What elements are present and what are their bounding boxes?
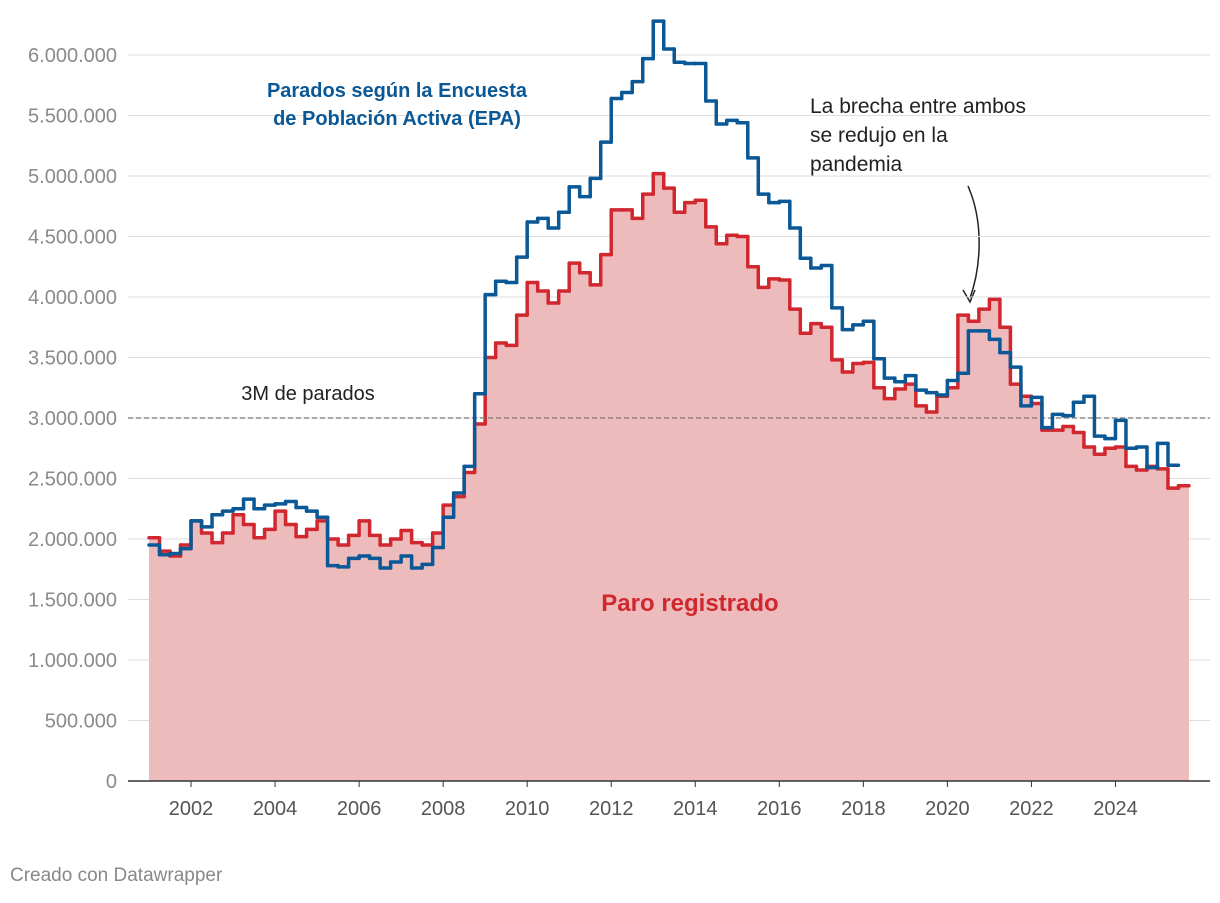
x-tick-label: 2012 [589, 798, 634, 820]
x-tick-label: 2008 [421, 798, 466, 820]
legend-label: Parados según la Encuesta [267, 80, 528, 102]
annotation: se redujo en la [810, 124, 948, 147]
reference-label: 3M de parados [241, 383, 374, 405]
y-tick-label: 4.500.000 [28, 227, 117, 249]
x-tick-label: 2016 [757, 798, 802, 820]
legend-label: Paro registrado [601, 590, 778, 617]
series-line [147, 19, 1181, 570]
x-tick-label: 2014 [673, 798, 718, 820]
x-tick-label: 2024 [1093, 798, 1138, 820]
y-tick-label: 2.500.000 [28, 469, 117, 491]
legend-label: de Población Activa (EPA) [273, 108, 521, 130]
annotation-arrowhead [962, 289, 976, 304]
annotation-arrow [967, 185, 980, 299]
x-tick-label: 2002 [169, 798, 214, 820]
x-tick-label: 2004 [253, 798, 298, 820]
footer: Creado con Datawrapper [10, 865, 223, 886]
y-tick-label: 500.000 [45, 711, 117, 733]
y-tick-label: 4.000.000 [28, 287, 117, 309]
x-tick-label: 2010 [505, 798, 550, 820]
y-tick-label: 3.000.000 [28, 408, 117, 430]
y-tick-label: 5.500.000 [28, 106, 117, 128]
y-tick-label: 6.000.000 [28, 45, 117, 67]
series-line [147, 171, 1191, 558]
x-tick-label: 2022 [1009, 798, 1054, 820]
x-tick-label: 2020 [925, 798, 970, 820]
y-tick-label: 5.000.000 [28, 166, 117, 188]
x-tick-label: 2006 [337, 798, 382, 820]
annotation: La brecha entre ambos [810, 95, 1026, 118]
y-tick-label: 3.500.000 [28, 348, 117, 370]
y-tick-label: 1.000.000 [28, 650, 117, 672]
y-tick-label: 0 [106, 771, 117, 793]
y-tick-label: 1.500.000 [28, 590, 117, 612]
y-tick-label: 2.000.000 [28, 529, 117, 551]
area [149, 173, 1189, 781]
annotation: pandemia [810, 153, 903, 176]
x-tick-label: 2018 [841, 798, 886, 820]
